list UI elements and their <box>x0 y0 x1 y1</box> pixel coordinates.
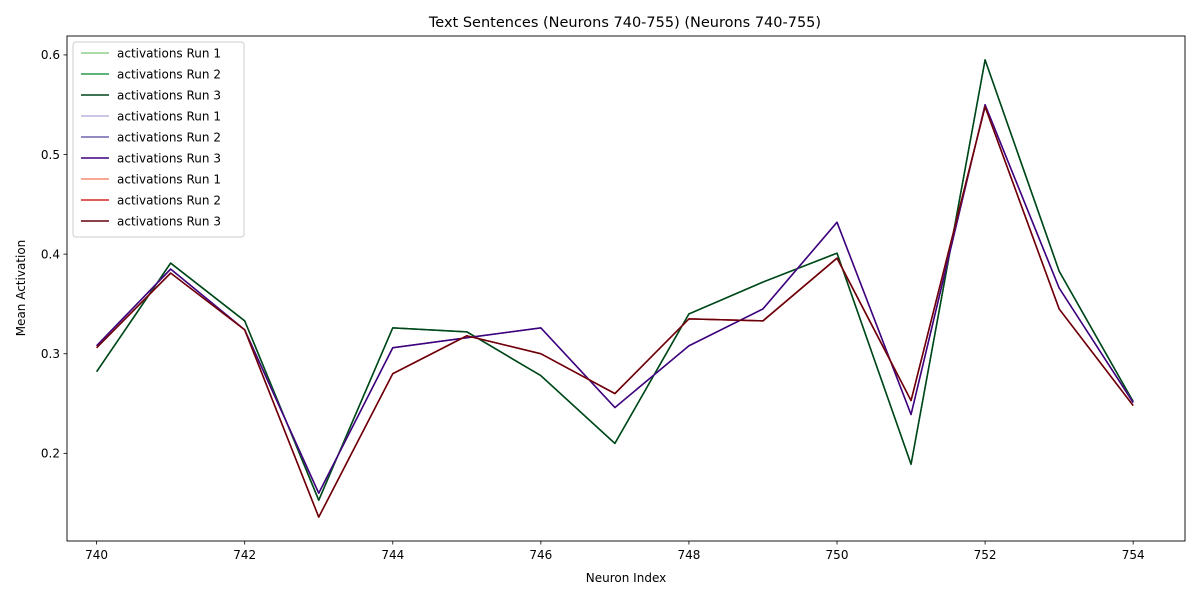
x-tick-label: 750 <box>826 548 849 562</box>
legend-entry-label: activations Run 2 <box>117 67 221 81</box>
series-line-7 <box>96 105 1134 518</box>
legend-entry-label: activations Run 3 <box>117 214 221 228</box>
y-tick-label: 0.3 <box>41 347 60 361</box>
series-line-1 <box>96 59 1134 501</box>
series-line-5 <box>96 103 1134 494</box>
legend: activations Run 1 activations Run 2 activa… <box>72 41 245 238</box>
legend-entry-label: activations Run 3 <box>117 151 221 165</box>
x-tick-label: 742 <box>233 548 256 562</box>
x-tick-label: 744 <box>381 548 404 562</box>
x-tick-label: 746 <box>529 548 552 562</box>
legend-box <box>72 41 245 238</box>
y-tick-label: 0.4 <box>41 247 60 261</box>
legend-entry-label: activations Run 1 <box>117 172 221 186</box>
series-line-4 <box>96 103 1134 494</box>
y-tick-label: 0.6 <box>41 48 60 62</box>
series-line-6 <box>96 103 1134 494</box>
x-tick-label: 748 <box>677 548 700 562</box>
series-line-9 <box>96 105 1134 518</box>
y-axis-label: Mean Activation <box>14 240 28 337</box>
y-tick-label: 0.2 <box>41 447 60 461</box>
x-axis-label: Neuron Index <box>586 571 666 585</box>
chart-title: Text Sentences (Neurons 740-755) (Neuron… <box>428 15 821 31</box>
legend-entry-label: activations Run 2 <box>117 193 221 207</box>
x-tick-label: 740 <box>85 548 108 562</box>
plot-lines <box>96 59 1134 518</box>
y-axis: 0.2 0.3 0.4 0.5 0.6 <box>41 48 67 461</box>
plot-frame <box>66 35 1186 542</box>
legend-entry-label: activations Run 3 <box>117 88 221 102</box>
series-line-2 <box>96 59 1134 501</box>
series-line-3 <box>96 59 1134 501</box>
x-axis: 740 742 744 746 748 750 752 754 <box>85 541 1145 562</box>
x-tick-label: 752 <box>974 548 997 562</box>
y-tick-label: 0.5 <box>41 148 60 162</box>
legend-entry-label: activations Run 1 <box>117 46 221 60</box>
legend-entry-label: activations Run 2 <box>117 130 221 144</box>
x-tick-label: 754 <box>1122 548 1145 562</box>
legend-entry-label: activations Run 1 <box>117 109 221 123</box>
series-line-8 <box>96 105 1134 518</box>
